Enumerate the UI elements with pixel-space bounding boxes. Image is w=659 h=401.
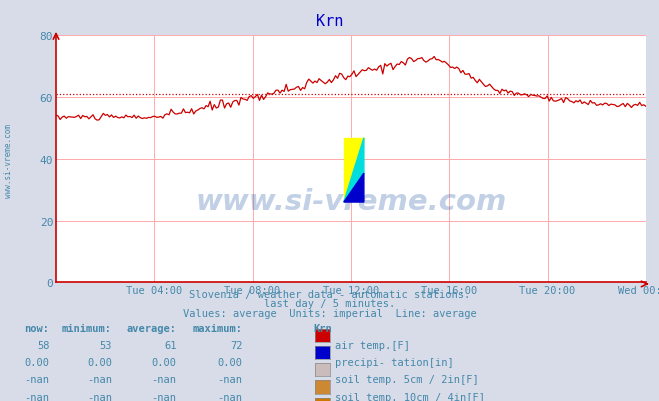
Text: www.si-vreme.com: www.si-vreme.com <box>195 187 507 215</box>
Text: -nan: -nan <box>217 375 243 385</box>
Polygon shape <box>344 174 364 203</box>
Text: soil temp. 5cm / 2in[F]: soil temp. 5cm / 2in[F] <box>335 375 478 385</box>
Text: -nan: -nan <box>87 375 112 385</box>
Text: Krn: Krn <box>313 323 331 333</box>
Text: Values: average  Units: imperial  Line: average: Values: average Units: imperial Line: av… <box>183 308 476 318</box>
Text: 61: 61 <box>164 340 177 350</box>
Text: Krn: Krn <box>316 14 343 29</box>
Polygon shape <box>344 138 364 203</box>
Text: Slovenia / weather data - automatic stations.: Slovenia / weather data - automatic stat… <box>189 290 470 300</box>
Text: 0.00: 0.00 <box>87 357 112 367</box>
Text: www.si-vreme.com: www.si-vreme.com <box>4 124 13 197</box>
Text: 0.00: 0.00 <box>152 357 177 367</box>
Text: minimum:: minimum: <box>62 323 112 333</box>
Text: air temp.[F]: air temp.[F] <box>335 340 410 350</box>
Text: -nan: -nan <box>87 392 112 401</box>
Text: -nan: -nan <box>152 375 177 385</box>
Text: -nan: -nan <box>152 392 177 401</box>
Text: precipi- tation[in]: precipi- tation[in] <box>335 357 453 367</box>
Polygon shape <box>344 138 364 203</box>
Text: last day / 5 minutes.: last day / 5 minutes. <box>264 299 395 309</box>
Text: average:: average: <box>127 323 177 333</box>
Text: soil temp. 10cm / 4in[F]: soil temp. 10cm / 4in[F] <box>335 392 485 401</box>
Text: -nan: -nan <box>24 375 49 385</box>
Text: maximum:: maximum: <box>192 323 243 333</box>
Text: -nan: -nan <box>217 392 243 401</box>
Text: now:: now: <box>24 323 49 333</box>
Text: 0.00: 0.00 <box>24 357 49 367</box>
Text: 0.00: 0.00 <box>217 357 243 367</box>
Text: 72: 72 <box>230 340 243 350</box>
Text: 53: 53 <box>100 340 112 350</box>
Text: 58: 58 <box>37 340 49 350</box>
Text: -nan: -nan <box>24 392 49 401</box>
